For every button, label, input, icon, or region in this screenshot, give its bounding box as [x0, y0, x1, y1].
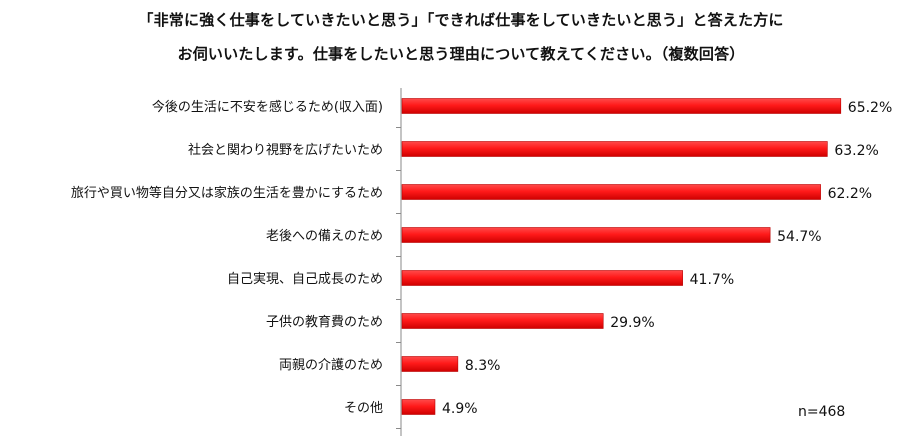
value-label: 65.2% — [848, 100, 892, 116]
category-label: 自己実現、自己成長のため — [227, 271, 383, 287]
category-label: 旅行や買い物等自分又は家族の生活を豊かにするため — [71, 185, 383, 201]
value-label: 41.7% — [690, 272, 734, 288]
value-label: 54.7% — [777, 229, 821, 245]
chart-title-line-1: 「非常に強く仕事をしていきたいと思う」「できれば仕事をしていきたいと思う」と答え… — [138, 11, 784, 29]
bar — [401, 141, 828, 157]
category-label: 社会と関わり視野を広げたいため — [188, 142, 383, 158]
category-label: 老後への備えのため — [266, 228, 383, 244]
bar — [401, 227, 771, 243]
bar — [401, 270, 683, 286]
value-label: 29.9% — [610, 315, 654, 331]
bar — [401, 399, 436, 415]
category-label: 今後の生活に不安を感じるため(収入面) — [152, 99, 383, 115]
bar — [401, 98, 842, 114]
chart-title-line-2: お伺いいたします。仕事をしたいと思う理由について教えてください。（複数回答） — [177, 45, 745, 63]
bar — [401, 356, 459, 372]
category-label: 両親の介護のため — [279, 357, 383, 373]
bar — [401, 184, 821, 200]
category-label: その他 — [344, 401, 383, 416]
category-label: 子供の教育費のため — [266, 314, 383, 330]
sample-size-label: n=468 — [798, 404, 846, 420]
value-label: 63.2% — [834, 143, 878, 159]
bar — [401, 313, 604, 329]
value-label: 8.3% — [465, 358, 501, 374]
value-label: 62.2% — [828, 186, 872, 202]
value-label: 4.9% — [442, 401, 478, 417]
